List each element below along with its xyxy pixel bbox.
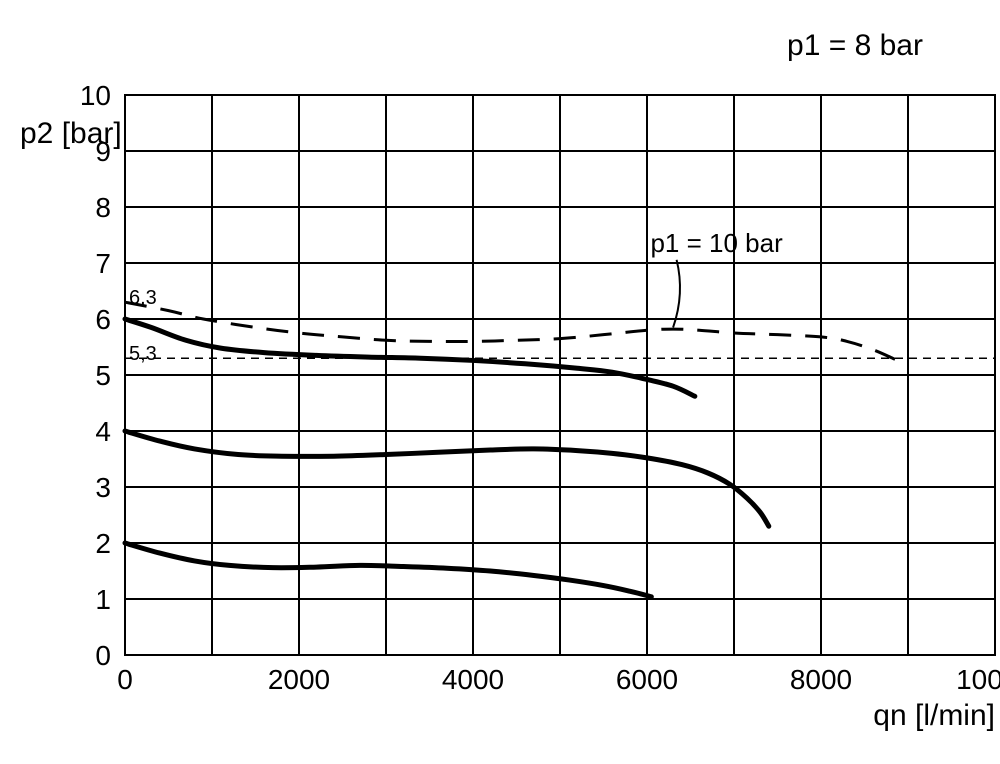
y-tick-label: 5: [95, 360, 111, 391]
title-annotation: p1 = 8 bar: [787, 29, 923, 62]
x-tick-label: 2000: [268, 664, 330, 695]
y-tick-label: 10: [80, 80, 111, 111]
curve-annotation-p1-10bar: p1 = 10 bar: [650, 228, 783, 258]
y-tick-label: 1: [95, 584, 111, 615]
chart-container: 0 2000 4000 6000 8000 10000 qn [l/min] 0 1 2 3 4 5 6 7…: [0, 0, 1000, 764]
curve-mid-4: [125, 431, 769, 526]
x-tick-label: 0: [117, 664, 133, 695]
y-tick-label: 3: [95, 472, 111, 503]
x-tick-label: 4000: [442, 664, 504, 695]
x-tick-label: 8000: [790, 664, 852, 695]
y-tick-label: 4: [95, 416, 111, 447]
y-extra-label: 5,3: [129, 343, 157, 365]
y-tick-label: 0: [95, 640, 111, 671]
x-tick-label: 6000: [616, 664, 678, 695]
x-axis-label: qn [l/min]: [873, 699, 995, 732]
pressure-flow-chart: 0 2000 4000 6000 8000 10000 qn [l/min] 0 1 2 3 4 5 6 7…: [0, 0, 1000, 764]
x-tick-label: 10000: [956, 664, 1000, 695]
y-tick-label: 8: [95, 192, 111, 223]
y-tick-label: 2: [95, 528, 111, 559]
leader-line: [673, 260, 680, 328]
y-tick-label: 7: [95, 248, 111, 279]
y-axis-label: p2 [bar]: [20, 117, 122, 150]
y-tick-label: 6: [95, 304, 111, 335]
curve-low-2: [125, 543, 651, 597]
